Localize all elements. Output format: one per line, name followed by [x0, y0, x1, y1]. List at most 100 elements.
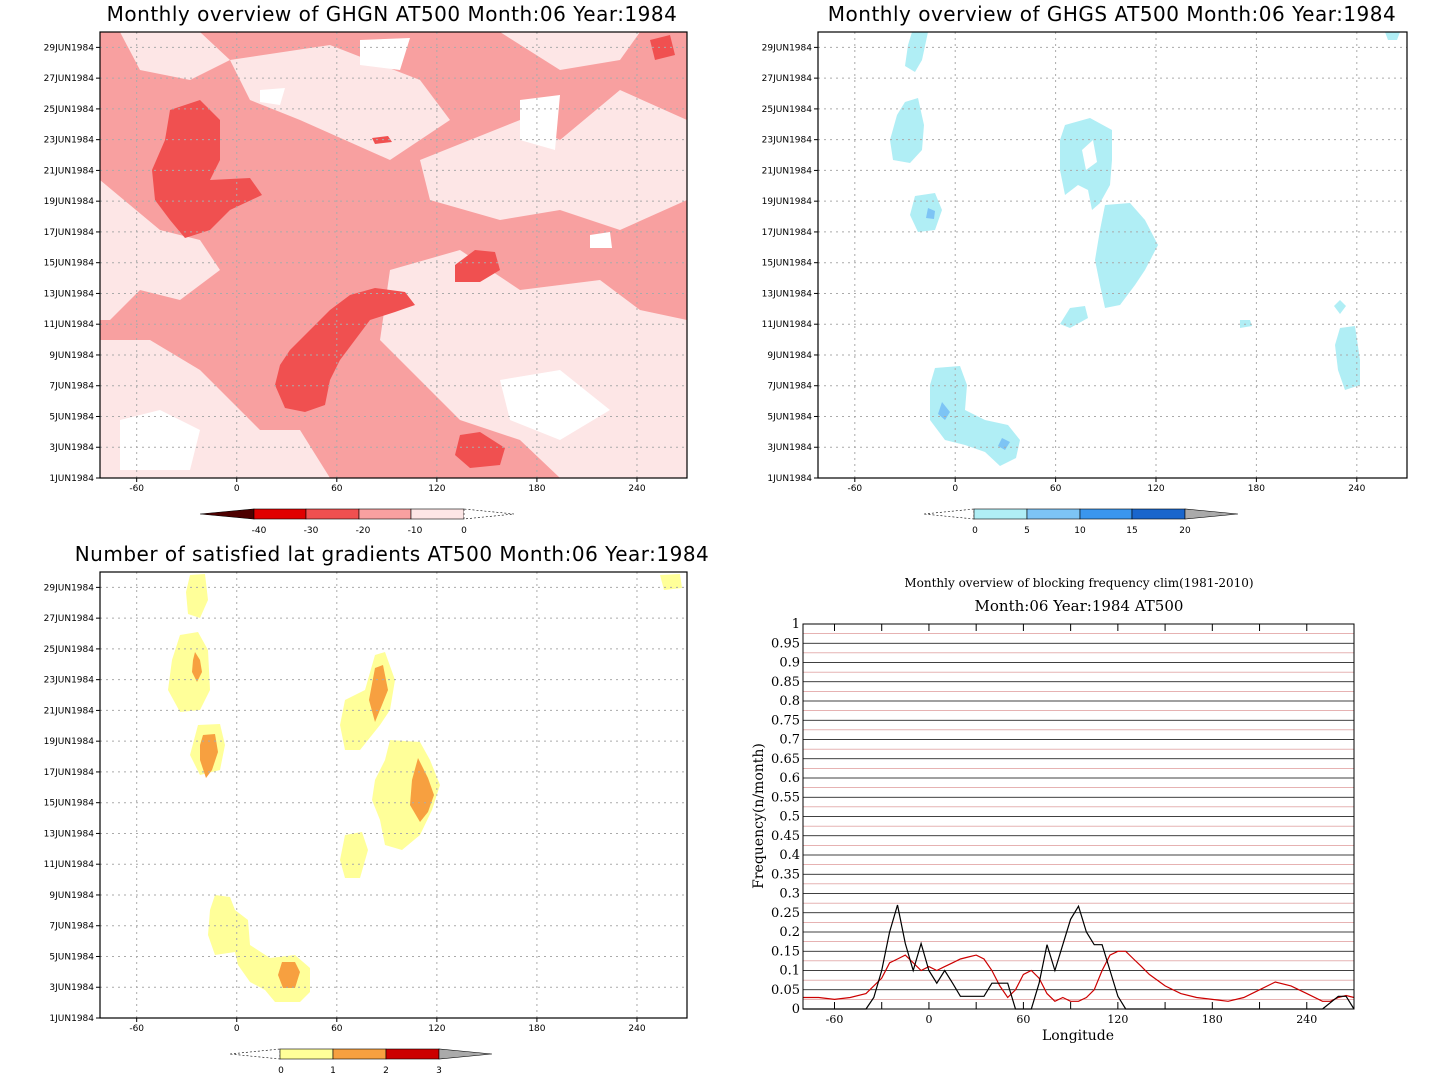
ghgn-cbar-arrow [463, 508, 515, 520]
date-tick-label: 3JUN1984 [767, 443, 812, 453]
ghgs-cbar-bin [1131, 508, 1186, 520]
latgrad-cbar-bin [332, 1048, 387, 1060]
ghgn-strong-area [152, 100, 262, 238]
y-tick-label: 0.7 [779, 733, 800, 748]
date-tick-label: 5JUN1984 [49, 952, 94, 962]
ghgs-strong-area [998, 438, 1010, 450]
frequency-x-axis: -60 0 60 120 180 240 [826, 624, 1355, 1026]
climatology-line [803, 950, 1355, 1003]
ghgs-area [910, 193, 942, 232]
latgrad-title: Number of satisfied lat gradients AT500 … [75, 542, 710, 566]
lon-tick-label: 60 [331, 1024, 343, 1034]
frequency-y-axis: 0 0.05 0.1 0.15 0.2 0.25 0.3 0.35 0.4 0.45 0.5 0.55… [771, 617, 800, 1017]
lon-tick-label: 180 [1248, 484, 1265, 494]
ghgs-area [905, 32, 928, 72]
lon-tick-label: 0 [234, 1024, 240, 1034]
date-tick-label: 23JUN1984 [44, 136, 95, 146]
ghgn-white-area [500, 370, 610, 440]
latgrad-cbar-label: 1 [330, 1066, 336, 1076]
ghgn-cbar-label: 0 [461, 526, 467, 536]
latgrad-strong-area [410, 758, 434, 822]
ghgn-light-area [120, 32, 230, 80]
ghgn-colorbar: -40 -30 -20 -10 0 [199, 508, 515, 536]
lon-tick-label: 120 [428, 1024, 445, 1034]
date-tick-label: 9JUN1984 [767, 351, 812, 361]
ghgn-cbar-bin [253, 508, 307, 520]
date-tick-label: 9JUN1984 [49, 351, 94, 361]
ghgn-strong-area [650, 35, 675, 60]
ghgs-grid [818, 32, 1407, 478]
ghgs-cbar-bin [973, 508, 1028, 520]
date-tick-label: 21JUN1984 [44, 166, 95, 176]
date-tick-label: 9JUN1984 [49, 891, 94, 901]
latgrad-lon-axis: -60 0 60 120 180 240 [129, 1018, 646, 1034]
ghgn-white-area [120, 410, 200, 470]
latgrad-colorbar: 0 1 2 3 [229, 1048, 493, 1076]
date-tick-label: 13JUN1984 [44, 289, 95, 299]
lon-tick-label: -60 [847, 484, 862, 494]
date-tick-label: 25JUN1984 [44, 645, 95, 655]
latgrad-area [340, 832, 368, 878]
frequency-title: Monthly overview of blocking frequency c… [904, 576, 1253, 590]
lon-tick-label: 60 [331, 484, 343, 494]
date-tick-label: 7JUN1984 [49, 922, 94, 932]
ghgs-title: Monthly overview of GHGS AT500 Month:06 … [828, 2, 1396, 26]
frequency-frame [802, 623, 1355, 1010]
ghgs-lon-axis: -60 0 60 120 180 240 [847, 478, 1366, 494]
date-tick-label: 11JUN1984 [762, 320, 813, 330]
x-tick-label: -60 [826, 1013, 844, 1026]
ghgn-title: Monthly overview of GHGN AT500 Month:06 … [107, 2, 678, 26]
ghgn-cbar-label: -20 [356, 526, 371, 536]
ghgn-strong-area [455, 250, 500, 282]
date-tick-label: 15JUN1984 [44, 799, 95, 809]
ghgn-cbar-label: -30 [304, 526, 319, 536]
x-tick-label: 120 [1107, 1013, 1128, 1026]
latgrad-cbar-arrow [438, 1048, 493, 1060]
ghgn-strong-area [455, 432, 505, 468]
y-tick-label: 0.8 [779, 694, 800, 709]
ghgs-area [890, 98, 924, 163]
ghgn-frame [99, 31, 688, 479]
date-tick-label: 13JUN1984 [762, 289, 813, 299]
y-tick-label: 0.65 [771, 752, 800, 767]
ghgs-cbar-arrow [1184, 508, 1239, 520]
ghgn-light-area [100, 180, 220, 320]
date-tick-label: 21JUN1984 [762, 166, 813, 176]
date-tick-label: 17JUN1984 [44, 228, 95, 238]
lon-tick-label: 120 [1147, 484, 1164, 494]
date-tick-label: 29JUN1984 [762, 43, 813, 53]
date-tick-label: 19JUN1984 [44, 197, 95, 207]
date-tick-label: 19JUN1984 [762, 197, 813, 207]
latgrad-cbar-arrow [229, 1048, 281, 1060]
date-tick-label: 1JUN1984 [49, 1014, 94, 1024]
ghgn-field [100, 32, 687, 478]
date-tick-label: 29JUN1984 [44, 43, 95, 53]
lon-tick-label: -60 [129, 484, 144, 494]
date-tick-label: 17JUN1984 [762, 228, 813, 238]
date-tick-label: 15JUN1984 [44, 259, 95, 269]
lon-tick-label: 240 [1348, 484, 1365, 494]
y-tick-label: 0.4 [779, 848, 800, 863]
latgrad-strong-area [192, 652, 202, 682]
ghgn-lon-axis: -60 0 60 120 180 240 [129, 478, 646, 494]
ghgs-cbar-label: 15 [1126, 526, 1137, 536]
latgrad-date-axis: 1JUN1984 3JUN1984 5JUN1984 7JUN1984 9JUN1984… [44, 583, 100, 1024]
latgrad-cbar-label: 3 [436, 1066, 442, 1076]
lon-tick-label: 0 [952, 484, 958, 494]
y-tick-label: 0.75 [771, 713, 800, 728]
date-tick-label: 23JUN1984 [44, 676, 95, 686]
latgrad-panel: Number of satisfied lat gradients AT500 … [44, 542, 710, 1076]
latgrad-frame [99, 571, 688, 1019]
ghgn-cbar-arrow [199, 508, 255, 520]
y-tick-label: 0.5 [779, 810, 800, 825]
frequency-lines [803, 904, 1355, 1010]
frequency-ylabel: Frequency(n/month) [751, 743, 767, 889]
latgrad-cbar-bin [385, 1048, 440, 1060]
ghgs-date-axis: 1JUN1984 3JUN1984 5JUN1984 7JUN1984 9JUN1984… [762, 43, 818, 484]
date-tick-label: 25JUN1984 [44, 105, 95, 115]
frequency-panel: Monthly overview of blocking frequency c… [751, 576, 1355, 1044]
ghgn-date-axis: 1JUN1984 3JUN1984 5JUN1984 7JUN1984 9JUN1984… [44, 43, 100, 484]
lon-tick-label: 60 [1050, 484, 1062, 494]
date-tick-label: 13JUN1984 [44, 829, 95, 839]
